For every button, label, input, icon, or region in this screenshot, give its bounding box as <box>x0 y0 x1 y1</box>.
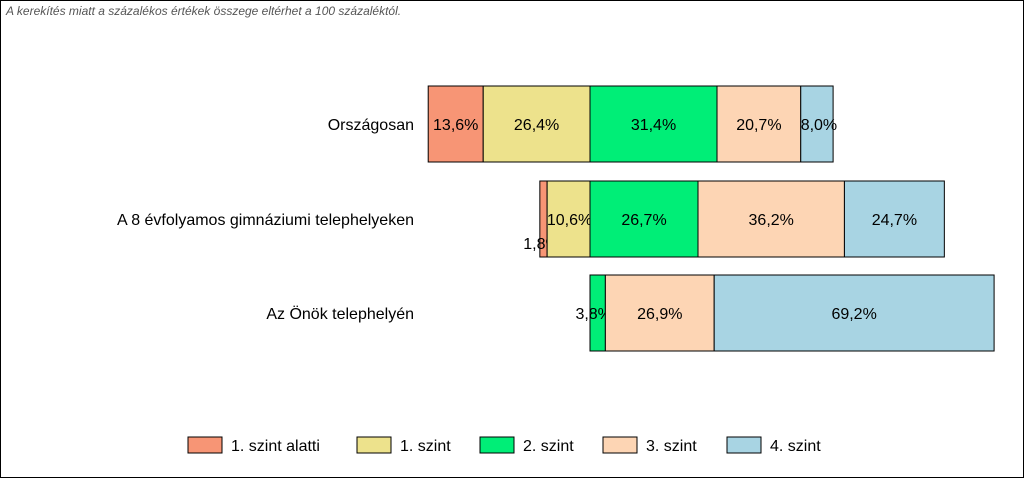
bar-segment-1-szint-row-2 <box>546 180 591 258</box>
legend-label-2-szint: 2. szint <box>523 438 574 455</box>
legend-swatch-1-szint-alatti <box>187 436 223 454</box>
bar-segment-2-szint-row-2 <box>589 180 699 258</box>
data-label-1-szint-row-1: 26,4% <box>514 117 559 134</box>
data-label-1-szint-row-2: 10,6% <box>547 212 592 229</box>
bar-segment-4-szint-row-1 <box>800 85 834 163</box>
category-label-orszagosan: Országosan <box>328 117 414 134</box>
bar-segment-3-szint-row-3 <box>604 274 715 352</box>
legend-swatch-1-szint <box>356 436 392 454</box>
legend-label-4-szint: 4. szint <box>770 438 821 455</box>
data-label-3-szint-row-1: 20,7% <box>736 117 781 134</box>
data-label-4-szint-row-1: 8,0% <box>801 117 837 134</box>
legend-swatch-2-szint <box>479 436 515 454</box>
data-label-1-szint-alatti-row-1: 13,6% <box>433 117 478 134</box>
data-label-3-szint-row-3: 26,9% <box>637 306 682 323</box>
bar-segment-4-szint-row-2 <box>843 180 945 258</box>
legend-label-1-szint-alatti: 1. szint alatti <box>231 438 320 455</box>
legend-label-3-szint: 3. szint <box>646 438 697 455</box>
category-label-az-onok-telephelyen: Az Önök telephelyén <box>266 305 414 323</box>
category-label-a-8-evfolyamos-gimnaziumi-telephelyeken: A 8 évfolyamos gimnáziumi telephelyeken <box>117 212 414 229</box>
legend-label-1-szint: 1. szint <box>400 438 451 455</box>
bar-segment-1-szint-row-1 <box>482 85 591 163</box>
data-label-4-szint-row-2: 24,7% <box>872 212 917 229</box>
legend-swatch-4-szint <box>726 436 762 454</box>
data-label-3-szint-row-2: 36,2% <box>749 212 794 229</box>
data-label-2-szint-row-3: 3,8% <box>575 306 611 323</box>
legend-swatch-3-szint <box>602 436 638 454</box>
data-label-2-szint-row-1: 31,4% <box>631 117 676 134</box>
data-label-2-szint-row-2: 26,7% <box>621 212 666 229</box>
rounding-note: A kerekítés miatt a százalékos értékek ö… <box>6 4 402 18</box>
data-label-4-szint-row-3: 69,2% <box>831 306 876 323</box>
bar-segment-4-szint-row-3 <box>713 274 995 352</box>
